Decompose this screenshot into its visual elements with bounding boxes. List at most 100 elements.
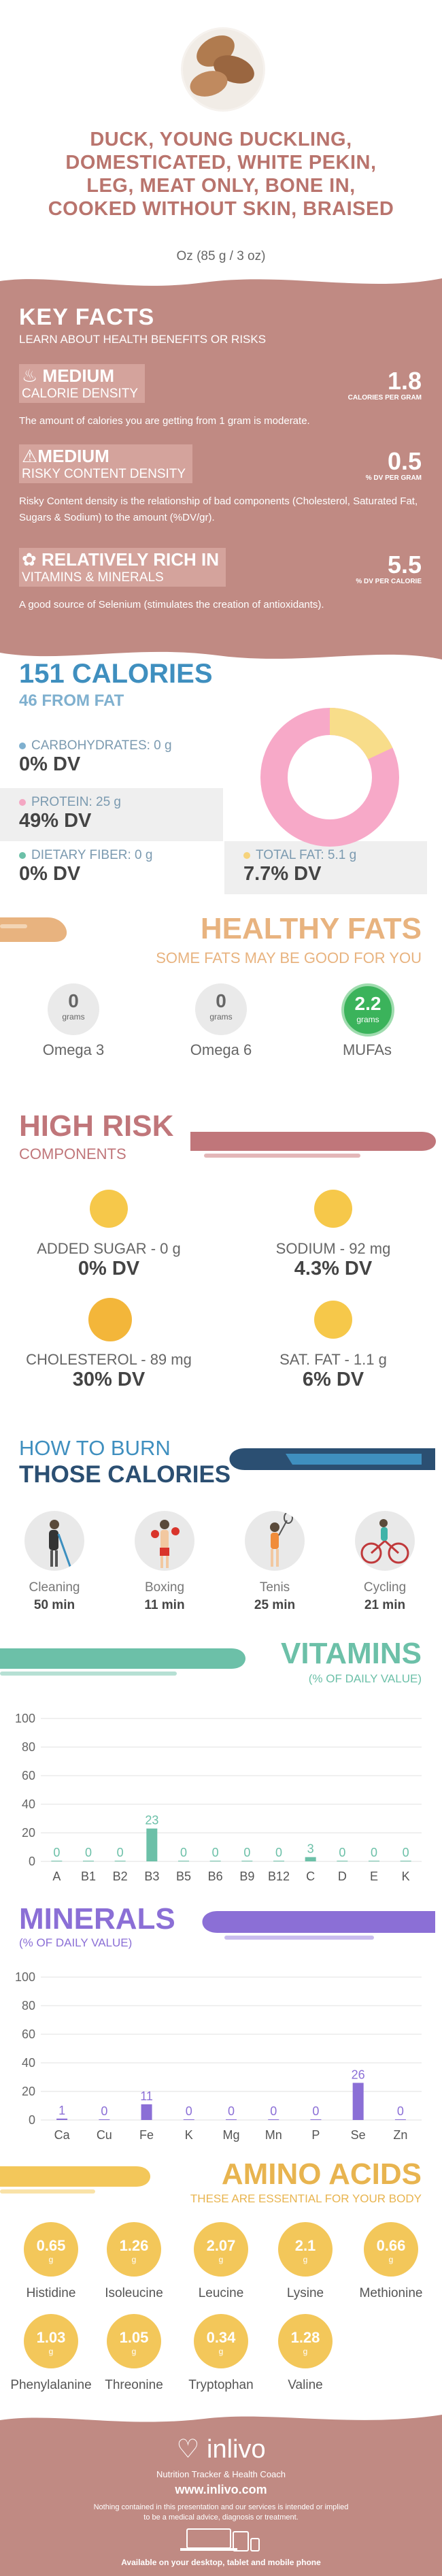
burn-decor bbox=[229, 1448, 435, 1470]
tennis-icon bbox=[245, 1511, 305, 1571]
macro-fiber: DIETARY FIBER: 0 g 0% DV bbox=[0, 841, 223, 894]
y-tick-label: 100 bbox=[15, 1970, 35, 1984]
data-label: 0 bbox=[371, 1846, 377, 1859]
amino-label: Phenylalanine bbox=[10, 2378, 92, 2392]
serving-size: Oz (85 g / 3 oz) bbox=[176, 249, 266, 263]
data-label: 0 bbox=[270, 2104, 277, 2118]
risk-sat-fat: SAT. FAT - 1.1 g 6% DV bbox=[231, 1351, 435, 1391]
amino-label: Valine bbox=[288, 2378, 323, 2392]
fact-description: The amount of calories you are getting f… bbox=[19, 415, 310, 427]
flame-icon: ♨ bbox=[22, 365, 38, 386]
data-label: 0 bbox=[117, 1846, 124, 1859]
risk-label: ADDED SUGAR - 0 g bbox=[37, 1240, 181, 1257]
data-label: 0 bbox=[397, 2104, 404, 2118]
risk-added-sugar: ADDED SUGAR - 0 g 0% DV bbox=[7, 1240, 211, 1280]
risk-label: SAT. FAT - 1.1 g bbox=[279, 1351, 387, 1368]
high-risk-title: HIGH RISK bbox=[19, 1109, 174, 1143]
minerals-subtitle: (% OF DAILY VALUE) bbox=[19, 1936, 133, 1949]
fact-unit: CALORIES PER GRAM bbox=[347, 394, 422, 402]
amino-label: Histidine bbox=[26, 2286, 76, 2300]
amino-unit: g bbox=[388, 2255, 394, 2264]
fact-unit: % DV PER CALORIE bbox=[356, 578, 422, 585]
fat-unit: grams bbox=[209, 1012, 233, 1022]
macro-label: DIETARY FIBER: 0 g bbox=[31, 848, 153, 862]
data-label: 0 bbox=[101, 2104, 107, 2118]
amino-unit: g bbox=[303, 2347, 308, 2356]
data-label: 0 bbox=[243, 1846, 250, 1859]
fat-label: Omega 3 bbox=[42, 1041, 105, 1058]
macro-label: TOTAL FAT: 5.1 g bbox=[256, 848, 357, 862]
data-label: 11 bbox=[140, 2089, 153, 2103]
healthy-fats-title: HEALTHY FATS bbox=[200, 912, 422, 945]
bar bbox=[183, 2119, 194, 2120]
activity-boxing: Boxing 11 min bbox=[117, 1511, 212, 1613]
y-tick-label: 20 bbox=[22, 2085, 35, 2098]
amino-valine: 1.28 g Valine bbox=[261, 2314, 350, 2393]
bar bbox=[99, 2119, 110, 2120]
minerals-bar-chart: 0 20 40 60 80 100 1 Ca 0 Cu 11 Fe 0 K 0 Mg 0 Mn 0 P 26 Se 0 Zn bbox=[15, 1970, 422, 2142]
x-tick-label: Fe bbox=[139, 2128, 154, 2142]
risk-dv: 30% DV bbox=[72, 1369, 146, 1390]
protein-dot-icon bbox=[19, 798, 26, 806]
amino-subtitle: THESE ARE ESSENTIAL FOR YOUR BODY bbox=[190, 2192, 422, 2205]
amino-threonine: 1.05 g Threonine bbox=[90, 2314, 178, 2393]
fact-tag: ⚠MEDIUM RISKY CONTENT DENSITY bbox=[19, 444, 193, 483]
fact-level: RELATIVELY RICH IN bbox=[41, 549, 220, 570]
fact-value-block: 1.8 CALORIES PER GRAM bbox=[348, 368, 422, 402]
amino-decor bbox=[0, 2166, 150, 2194]
x-tick-label: P bbox=[311, 2128, 320, 2142]
burn-title-line2: THOSE CALORIES bbox=[19, 1461, 231, 1488]
donut-fat-arc bbox=[260, 708, 399, 847]
macro-total-fat: TOTAL FAT: 5.1 g 7.7% DV bbox=[224, 841, 427, 894]
key-facts-section: KEY FACTS LEARN ABOUT HEALTH BENEFITS OR… bbox=[0, 269, 442, 670]
activity-minutes: 21 min bbox=[364, 1598, 406, 1612]
key-facts-subtitle: LEARN ABOUT HEALTH BENEFITS OR RISKS bbox=[19, 333, 267, 346]
fat-badge-omega6: 0 grams bbox=[195, 983, 247, 1035]
activity-label: Tenis bbox=[259, 1580, 290, 1595]
x-tick-label: B2 bbox=[113, 1870, 128, 1883]
amino-value: 2.07 bbox=[206, 2237, 236, 2254]
risk-cholesterol: CHOLESTEROL - 89 mg 30% DV bbox=[7, 1351, 211, 1391]
data-label: 0 bbox=[275, 1846, 282, 1859]
activity-label: Boxing bbox=[144, 1580, 185, 1595]
data-label: 0 bbox=[312, 2104, 319, 2118]
bar bbox=[146, 1828, 158, 1861]
x-tick-label: B1 bbox=[81, 1870, 96, 1883]
footer-url[interactable]: www.inlivo.com bbox=[175, 2483, 267, 2496]
data-label: 0 bbox=[228, 2104, 235, 2118]
fat-value: 0 bbox=[68, 990, 79, 1011]
bar bbox=[310, 2119, 322, 2120]
amino-title: AMINO ACIDS bbox=[221, 2157, 422, 2191]
fact-value: 0.5 bbox=[387, 447, 422, 475]
x-tick-label: Se bbox=[351, 2128, 366, 2142]
calories-title: 151 CALORIES bbox=[19, 659, 213, 689]
amino-label: Threonine bbox=[105, 2378, 163, 2392]
amino-value: 1.26 bbox=[119, 2237, 149, 2254]
key-facts-title: KEY FACTS bbox=[19, 304, 155, 330]
vitamins-subtitle: (% OF DAILY VALUE) bbox=[308, 1672, 422, 1685]
amino-histidine: 0.65 g Histidine bbox=[7, 2222, 95, 2301]
fact-label: VITAMINS & MINERALS bbox=[22, 570, 164, 585]
x-tick-label: Ca bbox=[54, 2128, 71, 2142]
cycling-icon bbox=[355, 1511, 415, 1571]
amino-label: Leucine bbox=[198, 2286, 244, 2300]
x-tick-label: D bbox=[338, 1870, 347, 1883]
burn-title-line1: HOW TO BURN bbox=[19, 1436, 171, 1460]
wave-bottom bbox=[0, 651, 442, 670]
fact-tag: ♨ MEDIUM CALORIE DENSITY bbox=[19, 364, 146, 403]
amino-unit: g bbox=[131, 2255, 137, 2264]
warning-icon: ⚠ bbox=[22, 446, 38, 466]
x-tick-label: K bbox=[185, 2128, 193, 2142]
brand-logo[interactable]: ♡ inlivo bbox=[0, 2434, 442, 2464]
vitamins-decor bbox=[0, 1648, 245, 1676]
heart-icon: ♡ bbox=[176, 2435, 200, 2464]
wave-top bbox=[0, 269, 442, 286]
fat-value: 2.2 bbox=[354, 993, 381, 1014]
x-tick-label: C bbox=[306, 1870, 315, 1883]
title-line: DUCK, YOUNG DUCKLING, bbox=[90, 129, 352, 150]
amino-lysine: 2.1 g Lysine bbox=[261, 2222, 350, 2301]
y-tick-label: 60 bbox=[22, 2027, 35, 2041]
data-label: 0 bbox=[180, 1846, 187, 1859]
risk-sodium: SODIUM - 92 mg 4.3% DV bbox=[231, 1240, 435, 1280]
